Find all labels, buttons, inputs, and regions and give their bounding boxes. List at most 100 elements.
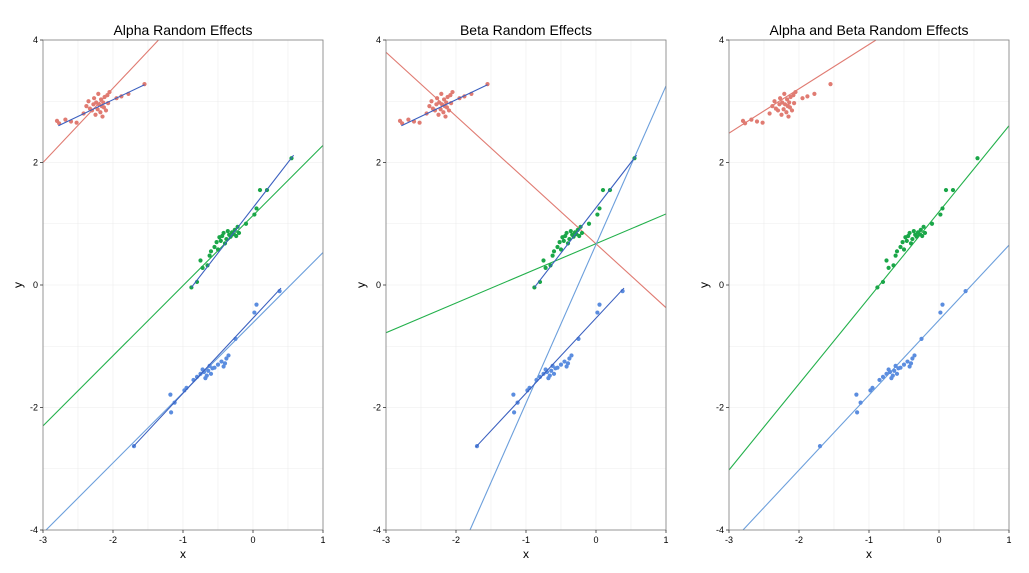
data-point xyxy=(914,234,919,239)
panel-alpha-beta: -3 -2 -1 0 1 -4 -2 0 2 4 Alpha and Beta Random Eff… xyxy=(697,22,1012,561)
data-point xyxy=(254,206,259,211)
data-point xyxy=(232,227,237,232)
data-point xyxy=(893,253,898,258)
data-point xyxy=(887,369,893,375)
data-point xyxy=(568,229,573,234)
x-tick-label: -3 xyxy=(39,535,47,545)
data-point xyxy=(858,400,863,405)
data-point xyxy=(511,410,517,415)
data-point xyxy=(901,247,907,252)
y-tick-label: 2 xyxy=(376,158,381,168)
data-point xyxy=(884,371,889,376)
data-point xyxy=(204,373,209,378)
data-point xyxy=(446,108,452,113)
x-tick-label: -2 xyxy=(109,535,117,545)
data-point xyxy=(905,359,910,364)
data-point xyxy=(103,108,109,113)
data-point xyxy=(558,362,564,367)
data-point xyxy=(406,117,411,122)
model-line xyxy=(729,40,877,134)
x-axis-title: x xyxy=(180,547,186,561)
data-point xyxy=(84,104,89,109)
data-point xyxy=(569,353,574,358)
data-point xyxy=(100,114,105,119)
data-point xyxy=(551,249,557,254)
data-point xyxy=(441,110,446,115)
data-point xyxy=(791,93,796,98)
data-point xyxy=(870,385,875,390)
data-point xyxy=(168,392,173,397)
data-point xyxy=(558,247,564,252)
data-point xyxy=(98,110,103,115)
x-tick-label: -1 xyxy=(522,535,530,545)
data-point xyxy=(257,187,263,193)
panel-title: Alpha Random Effects xyxy=(113,22,252,38)
data-point xyxy=(890,373,895,378)
data-point xyxy=(212,365,217,370)
data-point xyxy=(911,229,916,234)
x-tick-label: -1 xyxy=(865,535,873,545)
data-point xyxy=(792,100,797,106)
data-point xyxy=(101,105,106,110)
data-point xyxy=(252,310,257,315)
data-point xyxy=(549,368,554,373)
series-points xyxy=(189,156,294,290)
data-point xyxy=(436,112,441,117)
y-tick-label: -2 xyxy=(30,403,38,413)
model-line xyxy=(43,144,323,427)
series-points xyxy=(740,82,833,126)
data-point xyxy=(107,89,112,95)
data-point xyxy=(236,230,242,236)
x-tick-label: 1 xyxy=(663,535,668,545)
data-point xyxy=(908,361,914,366)
group-fit-line xyxy=(533,154,638,288)
plot-area xyxy=(729,40,1009,530)
data-point xyxy=(435,96,440,101)
data-point xyxy=(442,97,447,102)
data-point xyxy=(975,156,980,161)
y-tick-label: -4 xyxy=(373,525,381,535)
data-point xyxy=(760,120,765,125)
data-point xyxy=(86,99,91,104)
data-point xyxy=(770,104,775,109)
x-tick-label: 0 xyxy=(936,535,941,545)
data-point xyxy=(96,91,101,96)
data-point xyxy=(884,258,889,263)
data-point xyxy=(427,104,432,109)
data-point xyxy=(198,258,203,263)
panel-beta: -3 -2 -1 0 1 -4 -2 0 2 4 Beta Random Effects x y xyxy=(354,22,669,561)
data-point xyxy=(234,233,239,239)
data-point xyxy=(894,371,900,376)
data-point xyxy=(74,120,79,125)
data-point xyxy=(950,187,956,193)
y-tick-label: -2 xyxy=(373,403,381,413)
y-tick-label: 4 xyxy=(33,35,38,45)
data-point xyxy=(595,212,600,217)
data-point xyxy=(206,368,211,373)
data-point xyxy=(567,356,572,361)
data-point xyxy=(901,362,907,367)
data-point xyxy=(444,105,449,110)
group-fit-line xyxy=(190,154,295,288)
data-point xyxy=(215,362,221,367)
y-tick-label: 0 xyxy=(33,280,38,290)
data-point xyxy=(886,265,891,270)
data-point xyxy=(938,310,943,315)
data-point xyxy=(577,233,582,239)
data-point xyxy=(550,363,555,368)
data-point xyxy=(779,112,784,117)
data-point xyxy=(782,91,787,96)
panel-alpha: -3 -2 -1 0 1 -4 -2 0 2 4 Alpha Random Effects x y xyxy=(11,22,326,561)
data-point xyxy=(105,93,110,98)
data-point xyxy=(943,187,949,193)
data-point xyxy=(561,238,566,243)
data-point xyxy=(743,121,748,126)
data-point xyxy=(207,363,212,368)
data-point xyxy=(565,361,571,366)
data-point xyxy=(754,119,760,124)
panel-title: Alpha and Beta Random Effects xyxy=(770,22,969,38)
data-point xyxy=(800,96,805,101)
data-point xyxy=(929,221,935,226)
data-point xyxy=(919,336,924,341)
data-point xyxy=(207,253,212,258)
